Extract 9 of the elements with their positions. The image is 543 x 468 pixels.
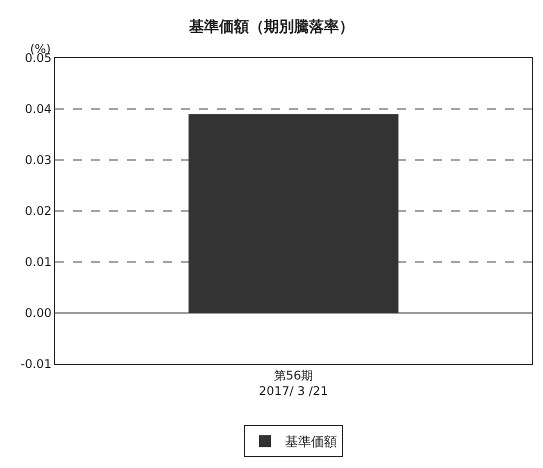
chart-title: 基準価額（期別騰落率） [188, 18, 354, 36]
x-tick-label: 第56期 2017/ 3 /21 [258, 368, 328, 398]
legend-label: 基準価額 [285, 435, 337, 450]
y-tick-label: 0.00 [24, 306, 52, 320]
y-tick-label: 0.03 [24, 153, 52, 168]
y-tick-label: 0.04 [24, 102, 52, 116]
y-tick-label: 0.02 [24, 204, 52, 218]
y-tick-label: -0.01 [20, 357, 52, 372]
y-tick-label: 0.01 [24, 255, 52, 270]
